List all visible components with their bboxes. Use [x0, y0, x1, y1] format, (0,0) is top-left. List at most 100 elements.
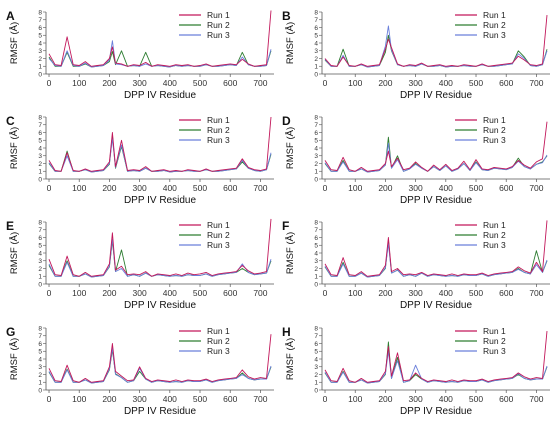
x-axis-label: DPP IV Residue: [400, 300, 473, 311]
y-tick-label: 6: [38, 341, 42, 348]
legend-label: Run 3: [207, 30, 230, 40]
x-tick-label: 600: [499, 394, 513, 404]
y-tick-label: 3: [38, 153, 42, 160]
x-tick-label: 400: [163, 288, 177, 298]
x-axis-label: DPP IV Residue: [400, 90, 473, 101]
y-tick-label: 0: [38, 281, 42, 288]
x-tick-label: 400: [439, 183, 453, 193]
x-tick-label: 0: [323, 78, 328, 88]
series-line-run-3: [324, 243, 548, 278]
y-tick-label: 4: [314, 250, 318, 257]
x-tick-label: 200: [378, 288, 392, 298]
x-tick-label: 300: [133, 394, 147, 404]
x-tick-label: 0: [323, 288, 328, 298]
series-line-run-3: [48, 40, 272, 68]
y-tick-label: 5: [38, 33, 42, 40]
x-tick-label: 200: [378, 183, 392, 193]
y-axis-label: RMSF (Å): [9, 127, 20, 169]
panel-label: H: [282, 325, 291, 339]
x-tick-label: 500: [469, 394, 483, 404]
y-tick-label: 2: [38, 161, 42, 168]
x-tick-label: 500: [193, 288, 207, 298]
legend-label: Run 3: [483, 346, 506, 356]
x-axis-label: DPP IV Residue: [400, 406, 473, 417]
x-tick-label: 600: [499, 183, 513, 193]
x-tick-label: 200: [378, 394, 392, 404]
legend-label: Run 2: [207, 230, 230, 240]
y-tick-label: 8: [314, 325, 318, 332]
legend-label: Run 2: [483, 125, 506, 135]
legend-label: Run 1: [207, 326, 230, 336]
y-tick-label: 4: [38, 145, 42, 152]
y-tick-label: 2: [38, 372, 42, 379]
x-axis-label: DPP IV Residue: [124, 406, 197, 417]
y-tick-label: 0: [314, 176, 318, 183]
series-line-run-1: [48, 334, 272, 383]
series-line-run-1: [48, 10, 272, 67]
y-tick-label: 1: [38, 274, 42, 281]
y-tick-label: 7: [314, 17, 318, 24]
legend-label: Run 1: [207, 115, 230, 125]
y-tick-label: 0: [314, 71, 318, 78]
x-tick-label: 0: [47, 183, 52, 193]
x-tick-label: 300: [409, 183, 423, 193]
x-tick-label: 700: [529, 78, 543, 88]
series-line-run-1: [324, 331, 548, 383]
series-line-run-1: [324, 15, 548, 67]
x-tick-label: 500: [193, 394, 207, 404]
x-tick-label: 600: [223, 288, 237, 298]
x-tick-label: 0: [323, 394, 328, 404]
y-tick-label: 6: [314, 130, 318, 137]
y-tick-label: 6: [314, 235, 318, 242]
series-line-run-3: [48, 238, 272, 278]
x-tick-label: 100: [72, 78, 86, 88]
x-tick-label: 200: [102, 183, 116, 193]
x-tick-label: 0: [47, 78, 52, 88]
x-tick-label: 600: [499, 78, 513, 88]
y-tick-label: 6: [38, 25, 42, 32]
x-tick-label: 200: [378, 78, 392, 88]
series-line-run-1: [48, 218, 272, 277]
y-tick-label: 2: [314, 372, 318, 379]
x-axis-label: DPP IV Residue: [124, 195, 197, 206]
x-tick-label: 100: [348, 78, 362, 88]
x-tick-label: 0: [47, 394, 52, 404]
legend-label: Run 1: [483, 326, 506, 336]
series-line-run-1: [324, 121, 548, 172]
series-line-run-3: [324, 25, 548, 68]
y-tick-label: 7: [314, 333, 318, 340]
x-tick-label: 700: [529, 183, 543, 193]
x-tick-label: 400: [439, 288, 453, 298]
y-tick-label: 4: [314, 145, 318, 152]
x-tick-label: 700: [529, 288, 543, 298]
y-axis-label: RMSF (Å): [9, 22, 20, 64]
y-tick-label: 7: [38, 17, 42, 24]
y-tick-label: 5: [38, 349, 42, 356]
y-tick-label: 8: [38, 325, 42, 332]
x-tick-label: 700: [253, 394, 267, 404]
series-line-run-2: [48, 240, 272, 278]
y-axis-label: RMSF (Å): [285, 127, 296, 169]
y-tick-label: 5: [314, 33, 318, 40]
panel-label: F: [282, 219, 289, 233]
x-tick-label: 0: [323, 183, 328, 193]
y-tick-label: 3: [38, 364, 42, 371]
x-tick-label: 400: [163, 394, 177, 404]
panel-label: E: [6, 219, 14, 233]
y-axis-label: RMSF (Å): [285, 338, 296, 380]
x-tick-label: 100: [72, 183, 86, 193]
x-tick-label: 600: [499, 288, 513, 298]
x-tick-label: 400: [163, 183, 177, 193]
panel-label: A: [6, 9, 15, 23]
y-tick-label: 3: [38, 258, 42, 265]
y-tick-label: 0: [38, 176, 42, 183]
series-line-run-1: [324, 220, 548, 277]
y-tick-label: 8: [314, 219, 318, 226]
y-tick-label: 2: [314, 161, 318, 168]
y-tick-label: 4: [38, 40, 42, 47]
